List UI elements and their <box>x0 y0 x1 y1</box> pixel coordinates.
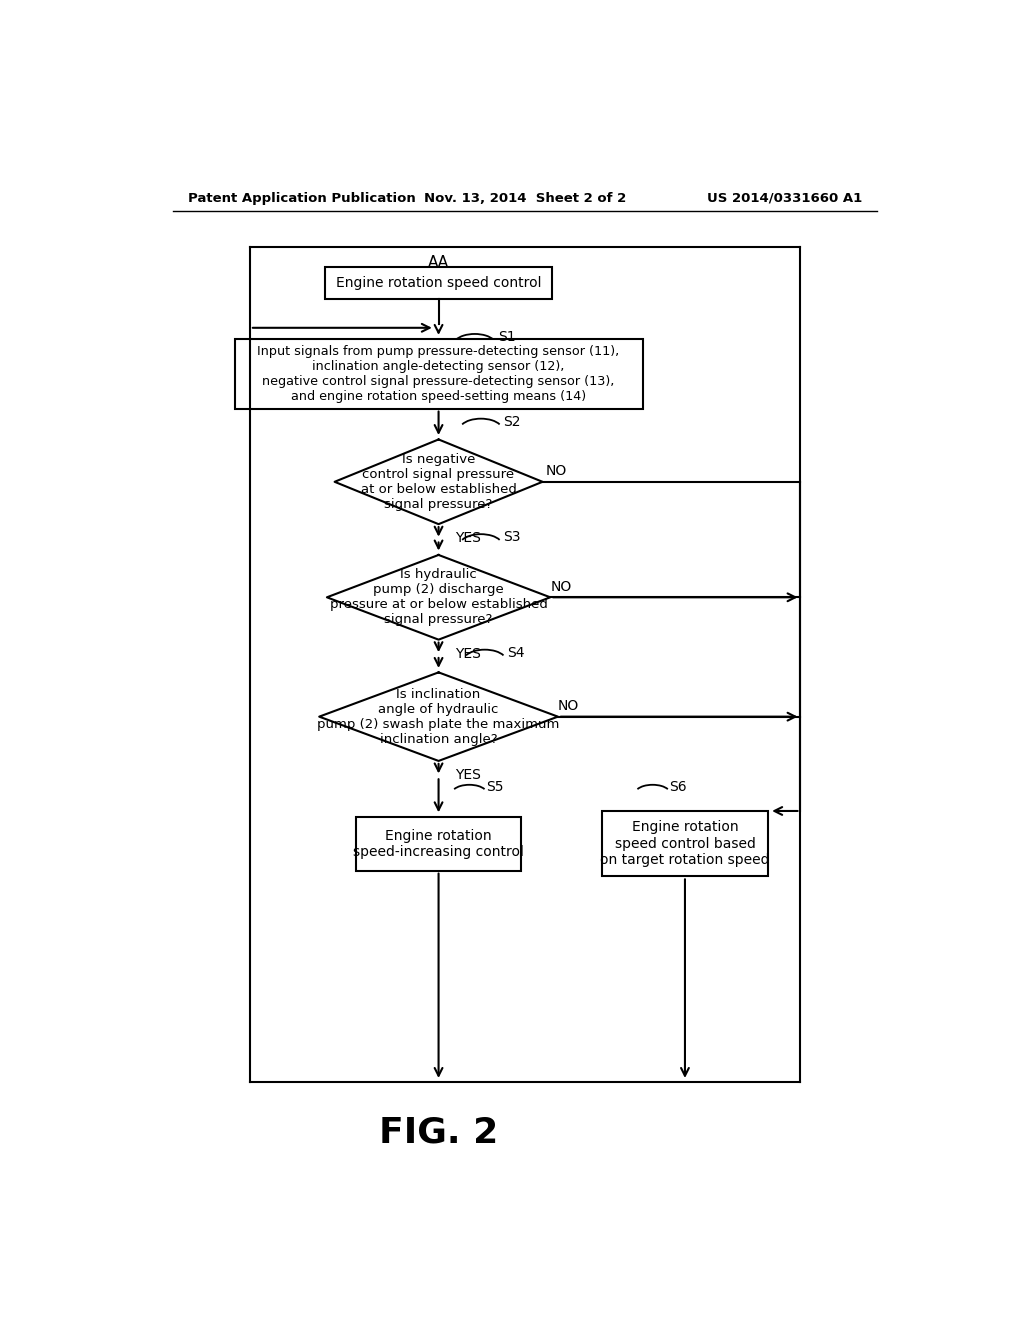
Text: NO: NO <box>550 579 571 594</box>
Text: Engine rotation speed control: Engine rotation speed control <box>336 276 542 290</box>
Text: NO: NO <box>558 698 580 713</box>
Text: US 2014/0331660 A1: US 2014/0331660 A1 <box>707 191 862 205</box>
Text: S3: S3 <box>503 531 521 544</box>
Text: Is hydraulic
pump (2) discharge
pressure at or below established
signal pressure: Is hydraulic pump (2) discharge pressure… <box>330 569 548 626</box>
Bar <box>355 817 521 871</box>
Bar <box>602 810 768 876</box>
Text: YES: YES <box>456 531 481 545</box>
Text: S1: S1 <box>498 330 515 345</box>
Bar <box>234 339 643 409</box>
Text: YES: YES <box>456 647 481 660</box>
Text: Patent Application Publication: Patent Application Publication <box>188 191 416 205</box>
Text: Is negative
control signal pressure
at or below established
signal pressure?: Is negative control signal pressure at o… <box>360 453 516 511</box>
Text: NO: NO <box>546 465 567 478</box>
Text: Input signals from pump pressure-detecting sensor (11),
inclination angle-detect: Input signals from pump pressure-detecti… <box>257 345 620 403</box>
Text: Engine rotation
speed-increasing control: Engine rotation speed-increasing control <box>353 829 524 859</box>
Text: AA: AA <box>428 255 450 269</box>
Text: FIG. 2: FIG. 2 <box>379 1115 499 1150</box>
Bar <box>325 267 552 300</box>
Text: YES: YES <box>456 768 481 781</box>
Text: S2: S2 <box>503 414 521 429</box>
Text: Is inclination
angle of hydraulic
pump (2) swash plate the maximum
inclination a: Is inclination angle of hydraulic pump (… <box>317 688 560 746</box>
Text: S5: S5 <box>486 780 504 795</box>
Text: S4: S4 <box>507 645 524 660</box>
Text: Nov. 13, 2014  Sheet 2 of 2: Nov. 13, 2014 Sheet 2 of 2 <box>424 191 626 205</box>
Text: Engine rotation
speed control based
on target rotation speed: Engine rotation speed control based on t… <box>600 821 770 867</box>
Text: S6: S6 <box>670 780 687 795</box>
